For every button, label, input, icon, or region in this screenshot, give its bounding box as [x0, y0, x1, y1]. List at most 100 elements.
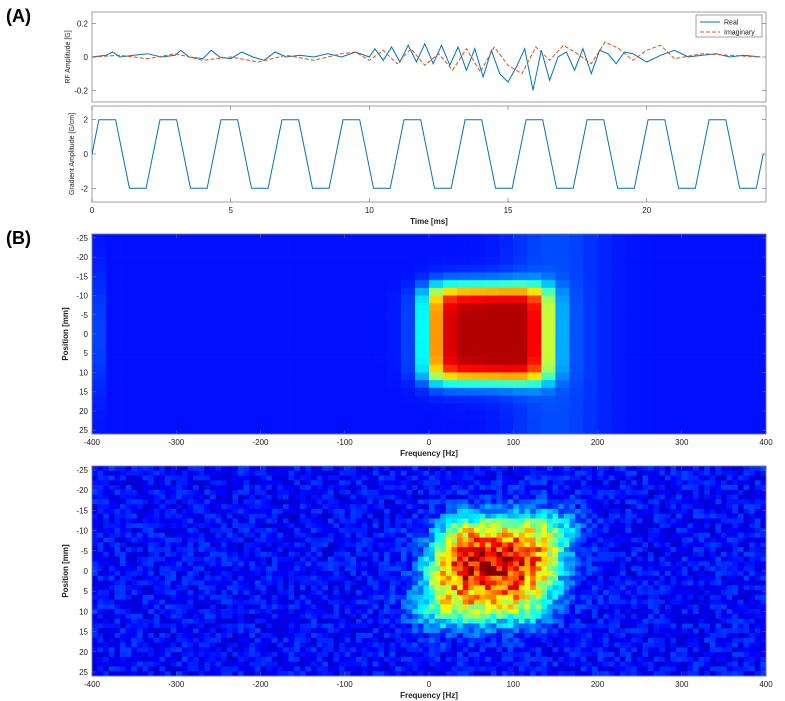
heatmap-cell	[751, 257, 767, 266]
heatmap-cell	[134, 303, 149, 312]
heatmap-cell	[294, 532, 301, 538]
heatmap-cell	[260, 585, 267, 591]
heatmap-cell	[737, 264, 753, 273]
heatmap-cell	[288, 466, 295, 472]
heatmap-cell	[226, 547, 233, 553]
heatmap-cell	[496, 485, 503, 491]
heatmap-cell	[527, 334, 542, 343]
heatmap-cell	[181, 547, 188, 553]
heatmap-cell	[131, 475, 138, 481]
heatmap-cell	[695, 234, 711, 243]
heatmap-cell	[513, 485, 520, 491]
heatmap-cell	[535, 604, 542, 610]
heatmap-cell	[692, 580, 699, 586]
heatmap-cell	[586, 547, 593, 553]
heatmap-cell	[260, 241, 275, 250]
heatmap-cell	[106, 326, 121, 335]
heatmap-cell	[429, 349, 444, 358]
heatmap-cell	[305, 475, 312, 481]
heatmap-cell	[92, 426, 107, 435]
heatmap-cell	[468, 537, 475, 543]
heatmap-cell	[400, 489, 407, 495]
heatmap-cell	[614, 599, 621, 605]
heatmap-cell	[468, 504, 475, 510]
heatmap-cell	[603, 547, 610, 553]
heatmap-cell	[243, 604, 250, 610]
heatmap-cell	[625, 280, 640, 289]
heatmap-cell	[704, 513, 711, 519]
heatmap-cell	[238, 513, 244, 519]
heatmap-cell	[249, 604, 256, 610]
heatmap-cell	[246, 380, 261, 389]
heatmap-cell	[760, 561, 767, 567]
heatmap-cell	[614, 475, 621, 481]
heatmap-cell	[254, 599, 261, 605]
heatmap-cell	[445, 561, 452, 567]
heatmap-cell	[316, 508, 323, 515]
heatmap-cell	[653, 485, 660, 491]
heatmap-cell	[709, 426, 725, 435]
heatmap-cell	[170, 609, 177, 615]
heatmap-cell	[311, 537, 318, 543]
heatmap-cell	[485, 594, 492, 600]
heatmap-cell	[299, 585, 306, 591]
heatmap-cell	[165, 609, 171, 615]
heatmap-cell	[153, 480, 160, 486]
heatmap-cell	[457, 508, 464, 515]
heatmap-cell	[218, 357, 233, 366]
heatmap-cell	[159, 504, 166, 510]
heatmap-cell	[558, 528, 565, 534]
heatmap-cell	[423, 489, 430, 495]
heatmap-cell	[490, 566, 497, 572]
heatmap-cell	[751, 303, 767, 312]
heatmap-cell	[704, 585, 711, 591]
heatmap-cell	[246, 418, 261, 427]
heatmap-cell	[440, 580, 447, 586]
heatmap-cell	[429, 475, 435, 481]
heatmap-cell	[496, 556, 503, 562]
heatmap-cell	[414, 418, 430, 427]
heatmap-cell	[277, 518, 284, 524]
heatmap-cell	[361, 556, 368, 562]
heatmap-cell	[726, 518, 733, 524]
heatmap-cell	[198, 590, 205, 596]
heatmap-cell	[386, 341, 402, 350]
heatmap-cell	[580, 537, 587, 543]
heatmap-cell	[344, 241, 360, 250]
heatmap-cell	[760, 590, 767, 596]
heatmap-cell	[249, 480, 256, 486]
heatmap-cell	[260, 494, 267, 500]
heatmap-cell	[193, 575, 200, 581]
heatmap-cell	[316, 364, 332, 373]
heatmap-cell	[330, 341, 346, 350]
heatmap-cell	[389, 475, 396, 481]
heatmap-cell	[243, 594, 250, 600]
heatmap-cell	[330, 426, 346, 435]
heatmap-cell	[153, 504, 160, 510]
heatmap-cell	[583, 341, 598, 350]
heatmap-cell	[670, 542, 677, 548]
heatmap-cell	[754, 580, 761, 586]
heatmap-cell	[625, 566, 632, 572]
heatmap-cell	[92, 410, 107, 419]
heatmap-cell	[457, 494, 464, 500]
heatmap-cell	[417, 575, 424, 581]
heatmap-cell	[636, 466, 643, 472]
heatmap-cell	[518, 556, 525, 562]
heatmap-cell	[569, 556, 576, 562]
heatmap-cell	[546, 485, 553, 491]
heatmap-cell	[642, 542, 649, 548]
heatmap-cell	[148, 287, 163, 296]
heatmap-cell	[294, 571, 301, 577]
heatmap-cell	[471, 318, 486, 327]
heatmap-cell	[619, 513, 626, 519]
heatmap-cell	[271, 556, 278, 562]
heatmap-cell	[490, 508, 497, 515]
heatmap-cell	[249, 532, 256, 538]
heatmap-cell	[429, 499, 435, 505]
heatmap-cell	[473, 504, 480, 510]
heatmap-cell	[541, 480, 548, 486]
heatmap-cell	[754, 499, 761, 505]
heatmap-cell	[591, 480, 598, 486]
heatmap-cell	[625, 287, 640, 296]
